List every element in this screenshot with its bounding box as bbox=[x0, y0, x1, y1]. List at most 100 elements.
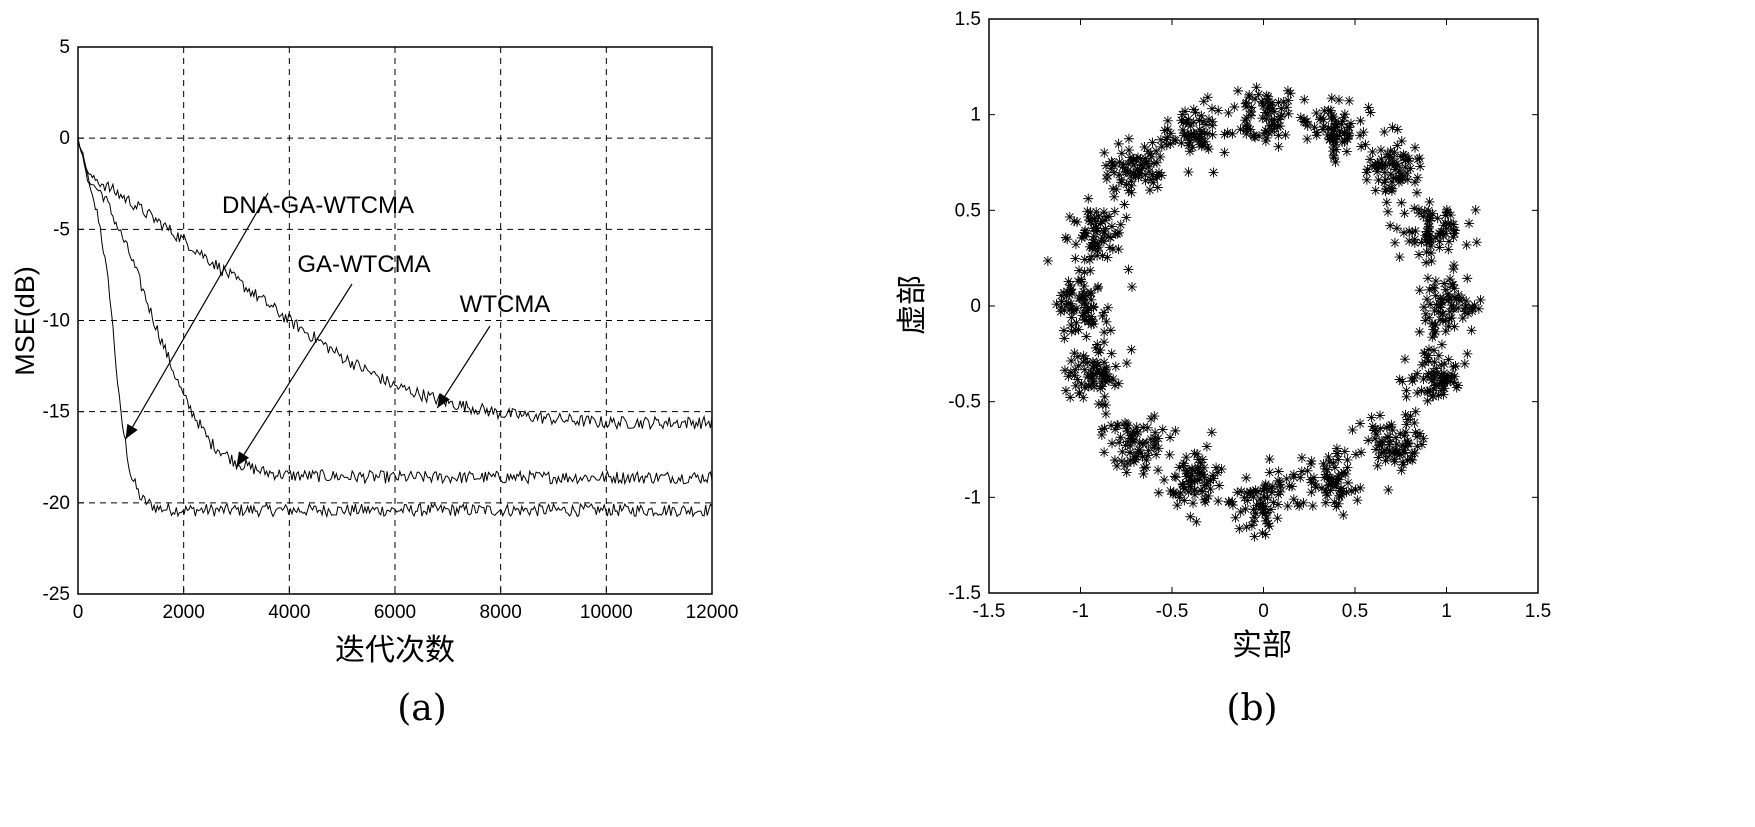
scatter-point bbox=[1070, 370, 1080, 380]
scatter-point bbox=[1207, 427, 1217, 437]
scatter-point bbox=[1376, 448, 1386, 458]
scatter-point bbox=[1224, 497, 1234, 507]
scatter-point bbox=[1273, 476, 1283, 486]
scatter-point bbox=[1265, 467, 1275, 477]
scatter-point bbox=[1123, 265, 1133, 275]
scatter-point bbox=[1056, 307, 1066, 317]
scatter-point bbox=[1365, 154, 1375, 164]
scatter-point bbox=[1336, 490, 1346, 500]
scatter-point bbox=[1398, 150, 1408, 160]
scatter-point bbox=[1439, 278, 1449, 288]
scatter-point bbox=[1060, 365, 1070, 375]
scatter-point bbox=[1431, 364, 1441, 374]
scatter-point bbox=[1267, 488, 1277, 498]
y-tick-label: -5 bbox=[53, 219, 70, 240]
scatter-point bbox=[1427, 332, 1437, 342]
scatter-point bbox=[1390, 457, 1400, 467]
scatter-point bbox=[1100, 392, 1110, 402]
scatter-point bbox=[1163, 132, 1173, 142]
ticks-a: 02000400060008000100001200050-5-10-15-20… bbox=[43, 37, 739, 623]
scatter-point bbox=[1415, 429, 1425, 439]
scatter-point bbox=[1086, 207, 1096, 217]
scatter-point bbox=[1153, 465, 1163, 475]
scatter-point bbox=[1099, 307, 1109, 317]
scatter-point bbox=[1163, 116, 1173, 126]
scatter-point bbox=[1236, 507, 1246, 517]
scatter-point bbox=[1417, 439, 1427, 449]
scatter-point bbox=[1355, 116, 1365, 126]
scatter-point bbox=[1116, 177, 1126, 187]
scatter-point bbox=[1441, 316, 1451, 326]
scatter-point bbox=[1209, 474, 1219, 484]
scatter-point bbox=[1101, 317, 1111, 327]
scatter-point bbox=[1342, 147, 1352, 157]
scatter-point bbox=[1453, 303, 1463, 313]
scatter-point bbox=[1432, 369, 1442, 379]
scatter-point bbox=[1407, 227, 1417, 237]
scatter-point bbox=[1255, 494, 1265, 504]
scatter-point bbox=[1074, 388, 1084, 398]
scatter-point bbox=[1112, 229, 1122, 239]
annotation-label: WTCMA bbox=[460, 291, 551, 318]
scatter-point bbox=[1176, 488, 1186, 498]
scatter-point bbox=[1416, 386, 1426, 396]
scatter-point bbox=[1059, 333, 1069, 343]
x-tick-label: 0 bbox=[73, 602, 84, 623]
scatter-point bbox=[1159, 475, 1169, 485]
scatter-point bbox=[1174, 462, 1184, 472]
scatter-point bbox=[1122, 358, 1132, 368]
scatter-point bbox=[1114, 379, 1124, 389]
scatter-point bbox=[1194, 125, 1204, 135]
scatter-point bbox=[1110, 207, 1120, 217]
scatter-point bbox=[1396, 151, 1406, 161]
scatter-point bbox=[1355, 419, 1365, 429]
y-tick-label: -1 bbox=[964, 487, 981, 508]
scatter-point bbox=[1339, 137, 1349, 147]
scatter-point bbox=[1356, 142, 1366, 152]
scatter-point bbox=[1431, 291, 1441, 301]
scatter-point bbox=[1396, 170, 1406, 180]
scatter-point bbox=[1402, 436, 1412, 446]
scatter-point bbox=[1249, 517, 1259, 527]
scatter-point bbox=[1285, 88, 1295, 98]
scatter-point bbox=[1306, 487, 1316, 497]
scatter-point bbox=[1085, 288, 1095, 298]
x-tick-label: -1.5 bbox=[973, 601, 1006, 622]
scatter-point bbox=[1062, 234, 1072, 244]
scatter-point bbox=[1077, 310, 1087, 320]
scatter-point bbox=[1165, 432, 1175, 442]
scatter-point bbox=[1182, 471, 1192, 481]
scatter-point bbox=[1448, 280, 1458, 290]
panel-a: 02000400060008000100001200050-5-10-15-20… bbox=[10, 37, 738, 729]
scatter-point bbox=[1458, 313, 1468, 323]
scatter-point bbox=[1471, 205, 1481, 215]
y-tick-label: 0 bbox=[59, 128, 70, 149]
scatter-point bbox=[1413, 154, 1423, 164]
scatter-point bbox=[1122, 467, 1132, 477]
scatter-point bbox=[1250, 94, 1260, 104]
y-tick-label: 1 bbox=[970, 105, 981, 126]
scatter-point bbox=[1124, 145, 1134, 155]
scatter-point bbox=[1318, 114, 1328, 124]
scatter-point bbox=[1423, 216, 1433, 226]
scatter-point bbox=[1464, 218, 1474, 228]
scatter-point bbox=[1334, 95, 1344, 105]
scatter-point bbox=[1274, 466, 1284, 476]
scatter-point bbox=[1297, 453, 1307, 463]
panel-label-b: (b) bbox=[1226, 688, 1277, 729]
scatter-point bbox=[1099, 207, 1109, 217]
scatter-point bbox=[1396, 198, 1406, 208]
scatter-point bbox=[1078, 357, 1088, 367]
scatter-point bbox=[1189, 104, 1199, 114]
scatter-point bbox=[1213, 106, 1223, 116]
scatter-point bbox=[1430, 283, 1440, 293]
scatter-point bbox=[1273, 513, 1283, 523]
scatter-point bbox=[1419, 302, 1429, 312]
scatter-point bbox=[1165, 450, 1175, 460]
scatter-point bbox=[1244, 90, 1254, 100]
scatter-point bbox=[1080, 267, 1090, 277]
scatter-point bbox=[1302, 134, 1312, 144]
y-tick-label: -1.5 bbox=[948, 583, 981, 604]
scatter-point bbox=[1081, 228, 1091, 238]
